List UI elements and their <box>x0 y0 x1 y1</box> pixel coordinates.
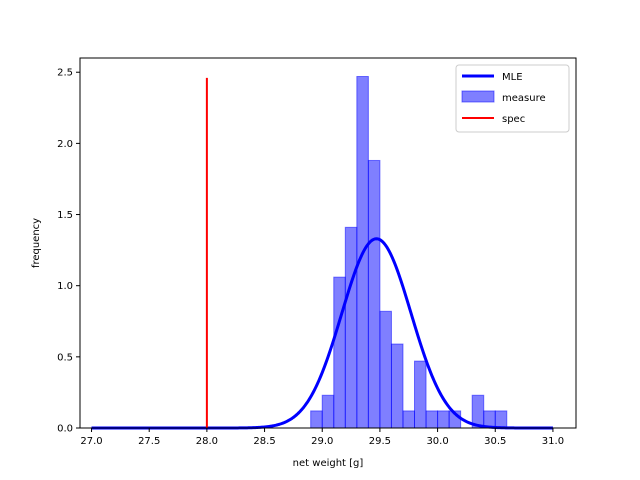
y-axis-ticks: 0.0 0.5 1.0 1.5 2.0 2.5 <box>57 68 80 435</box>
histogram-bar <box>402 410 416 429</box>
legend: MLE measure spec <box>455 64 570 133</box>
x-tick-label: 28.5 <box>253 436 275 447</box>
histogram-bar <box>321 394 335 429</box>
x-axis-ticks: 27.0 27.5 28.0 28.5 29.0 29.5 30.0 30.5 31.0 <box>80 428 564 447</box>
histogram-bar <box>379 310 392 429</box>
x-tick-label: 29.5 <box>369 436 391 447</box>
histogram-bar <box>414 360 427 429</box>
plot-frame <box>79 57 577 429</box>
histogram-bar <box>310 410 323 429</box>
y-tick-label: 0.5 <box>57 352 73 363</box>
legend-mle-label: MLE <box>502 72 523 83</box>
y-tick-label: 1.0 <box>57 281 73 292</box>
y-tick-label: 0.0 <box>57 424 73 435</box>
x-tick-label: 29.0 <box>311 436 333 447</box>
y-axis-label: frequency <box>31 218 42 268</box>
histogram-bar <box>344 226 358 429</box>
legend-box <box>455 64 570 133</box>
x-tick-label: 30.0 <box>426 436 448 447</box>
histogram-bar <box>425 410 439 429</box>
x-tick-label: 30.5 <box>484 436 506 447</box>
legend-measure-swatch <box>461 90 495 103</box>
legend-spec-label: spec <box>502 114 525 125</box>
y-tick-label: 2.0 <box>57 139 73 150</box>
x-tick-label: 28.0 <box>196 436 218 447</box>
x-tick-label: 27.0 <box>80 436 102 447</box>
histogram-bar <box>367 159 381 429</box>
x-axis-label: net weight [g] <box>293 458 364 469</box>
legend-measure-label: measure <box>502 93 546 104</box>
y-tick-label: 2.5 <box>57 68 73 79</box>
histogram-bar <box>494 410 508 429</box>
histogram-bar <box>437 410 450 429</box>
histogram-bar <box>333 276 346 429</box>
x-tick-label: 27.5 <box>138 436 160 447</box>
x-tick-label: 31.0 <box>542 436 564 447</box>
y-tick-label: 1.5 <box>57 210 73 221</box>
histogram-bar <box>390 343 404 429</box>
